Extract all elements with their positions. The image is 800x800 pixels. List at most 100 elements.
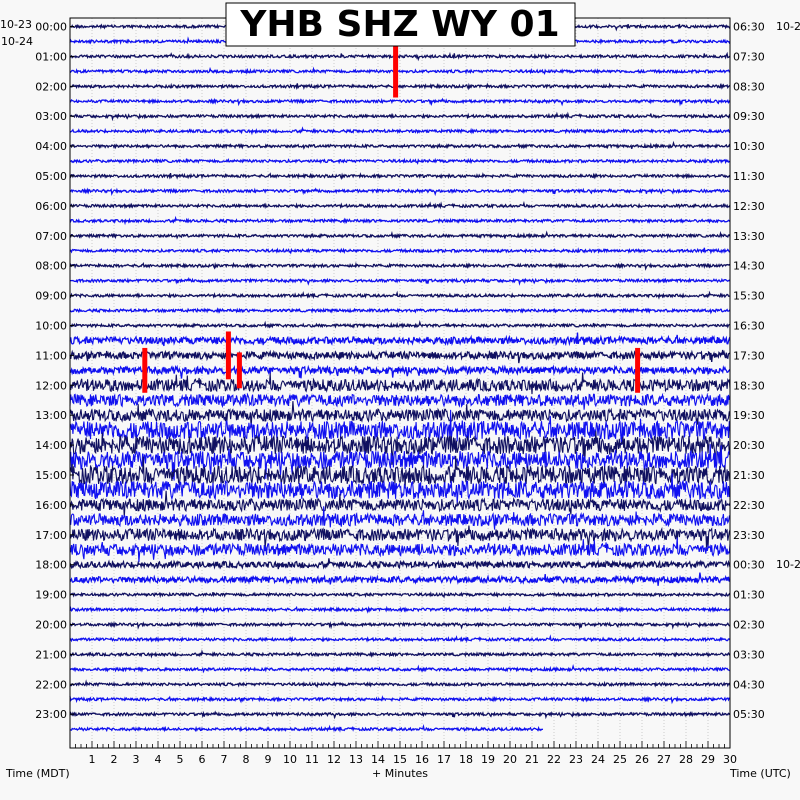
trace-row [69, 200, 731, 210]
x-tick-label: 4 [155, 753, 162, 766]
right-hour-label: 20:30 [733, 439, 765, 452]
trace-row [69, 572, 731, 586]
x-tick-label: 6 [199, 753, 206, 766]
event-markers [142, 45, 641, 393]
trace-row [69, 307, 731, 315]
right-hour-label: 13:30 [733, 230, 765, 243]
left-hour-label: 06:00 [35, 200, 67, 213]
trace-row [69, 140, 731, 150]
trace-row [69, 215, 731, 226]
left-hour-label: 10:00 [35, 320, 67, 333]
left-hour-label: 15:00 [35, 469, 67, 482]
x-tick-label: 24 [591, 753, 605, 766]
trace-row [69, 319, 731, 329]
trace-row [69, 558, 731, 570]
trace-row [69, 157, 731, 165]
left-hour-label: 16:00 [35, 499, 67, 512]
trace-row [69, 401, 731, 428]
trace-row [69, 172, 731, 181]
right-hour-label: 16:30 [733, 320, 765, 333]
x-tick-label: 11 [305, 753, 319, 766]
trace-row [69, 290, 731, 300]
x-tick-label: 27 [657, 753, 671, 766]
x-tick-label: 23 [569, 753, 583, 766]
trace-row [69, 444, 731, 481]
left-hour-label: 00:00 [35, 21, 67, 34]
right-hour-label: 23:30 [733, 529, 765, 542]
trace-row [69, 392, 731, 410]
x-tick-label: 2 [111, 753, 118, 766]
trace-row [69, 490, 731, 518]
x-tick-label: 14 [371, 753, 385, 766]
trace-row [69, 261, 731, 271]
right-hour-label: 10:30 [733, 140, 765, 153]
left-hour-label: 09:00 [35, 290, 67, 303]
left-hour-label: 14:00 [35, 439, 67, 452]
left-hour-label: 01:00 [35, 50, 67, 63]
right-hour-label: 00:30 [733, 559, 765, 572]
trace-row [69, 364, 731, 379]
left-hour-label: 18:00 [35, 559, 67, 572]
x-tick-label: 17 [437, 753, 451, 766]
trace-row [69, 695, 731, 705]
title-box [225, 2, 576, 47]
event-marker [142, 347, 148, 393]
right-hour-label: 09:30 [733, 110, 765, 123]
left-date-second: 10-24 [1, 35, 33, 48]
x-tick-label: 18 [459, 753, 473, 766]
left-hour-label: 11:00 [35, 349, 67, 362]
trace-row [69, 187, 731, 197]
left-hour-label: 20:00 [35, 619, 67, 632]
left-hour-label: 12:00 [35, 379, 67, 392]
left-hour-label: 21:00 [35, 648, 67, 661]
event-marker [225, 331, 231, 380]
right-hour-label: 05:30 [733, 708, 765, 721]
trace-row [69, 591, 731, 599]
left-hour-label: 17:00 [35, 529, 67, 542]
x-axis-ticks: 1 2 3 4 5 6 7 8 9 10 11 12 13 14 15 16 17 18 19 20 21 22 23 24 2… [69, 741, 737, 766]
right-date-top: 10-2 [776, 20, 800, 33]
x-tick-label: 20 [503, 753, 517, 766]
trace-row [69, 97, 731, 107]
right-hour-label: 21:30 [733, 469, 765, 482]
x-tick-label: 25 [613, 753, 627, 766]
left-hour-label: 23:00 [35, 708, 67, 721]
right-hour-label: 12:30 [733, 200, 765, 213]
right-hour-label: 14:30 [733, 260, 765, 273]
right-hour-label: 15:30 [733, 290, 765, 303]
x-tick-label: 9 [265, 753, 272, 766]
x-tick-label: 16 [415, 753, 429, 766]
right-date-bottom: 10-2 [776, 558, 800, 571]
chart-title: YHB SHZ WY 01 [239, 4, 559, 45]
right-hour-label: 18:30 [733, 379, 765, 392]
x-tick-label: 26 [635, 753, 649, 766]
trace-row [69, 230, 731, 240]
right-hour-label: 17:30 [733, 349, 765, 362]
x-tick-label: 3 [133, 753, 140, 766]
right-hour-label: 04:30 [733, 678, 765, 691]
left-hour-label: 22:00 [35, 678, 67, 691]
x-tick-label: 19 [481, 753, 495, 766]
seismic-traces [69, 22, 731, 733]
left-hour-label: 19:00 [35, 589, 67, 602]
trace-row [69, 276, 731, 286]
trace-row [69, 649, 731, 659]
trace-row [69, 455, 731, 489]
trace-row [69, 126, 731, 136]
x-tick-label: 8 [243, 753, 250, 766]
trace-row [69, 634, 731, 644]
x-tick-label: 28 [679, 753, 693, 766]
trace-row [69, 506, 731, 530]
event-marker [635, 347, 641, 393]
x-tick-label: 29 [701, 753, 715, 766]
right-hour-label: 22:30 [733, 499, 765, 512]
trace-row [69, 679, 731, 689]
x-tick-label: 5 [177, 753, 184, 766]
x-tick-label: 10 [283, 753, 297, 766]
left-hour-label: 08:00 [35, 260, 67, 273]
trace-row [69, 537, 731, 563]
trace-row [69, 664, 730, 674]
trace-row [69, 431, 731, 467]
trace-row [69, 66, 731, 76]
